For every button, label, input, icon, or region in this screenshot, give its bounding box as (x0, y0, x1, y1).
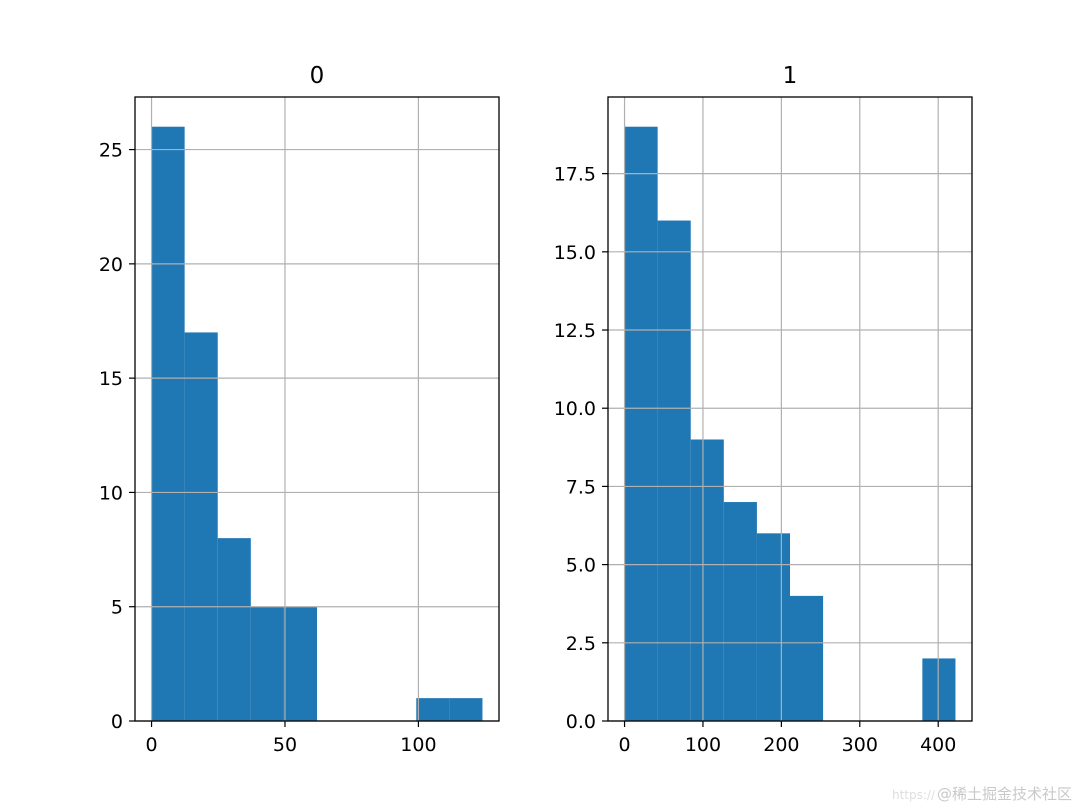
subplot-1-title: 1 (783, 63, 798, 89)
subplot-0-y-tick-label-4: 20 (99, 254, 123, 276)
subplot-1-bar-3 (723, 502, 757, 721)
subplot-1-x-tick-label-4: 400 (920, 734, 956, 756)
subplot-1-x-tick-label-2: 200 (763, 734, 799, 756)
subplot-0-x-tick-label-1: 50 (273, 734, 297, 756)
subplot-0-bar-3 (250, 606, 284, 721)
subplot-1-bar-4 (756, 533, 790, 721)
subplot-0-x-tick-label-2: 100 (400, 734, 436, 756)
subplot-1-y-tick-label-3: 7.5 (566, 476, 596, 498)
subplot-0-bar-8 (416, 698, 450, 721)
subplot-0-y-tick-label-0: 0 (111, 711, 123, 733)
subplot-0-bar-2 (217, 538, 251, 721)
subplot-0-title: 0 (310, 63, 325, 89)
subplot-0-bar-9 (449, 698, 483, 721)
subplot-1: 0 100 200 300 400 0.0 2.5 5.0 7.5 10.0 12.5 15.0 17.… (554, 63, 973, 756)
subplot-0-bar-4 (283, 606, 317, 721)
subplot-0-bar-0 (151, 126, 185, 721)
subplot-1-y-tick-label-1: 2.5 (566, 633, 596, 655)
watermark-text: @稀土掘金技术社区 (936, 785, 1072, 803)
subplot-0: 0 50 100 0 5 10 15 20 25 0 (99, 63, 500, 756)
subplot-0-y-tick-label-3: 15 (99, 368, 123, 390)
watermark: https://@稀土掘金技术社区 (892, 783, 1072, 804)
subplot-1-bar-9 (922, 658, 956, 721)
subplot-1-y-tick-label-4: 10.0 (554, 398, 596, 420)
subplot-0-x-tick-label-0: 0 (145, 734, 157, 756)
subplot-1-y-tick-label-6: 15.0 (554, 242, 596, 264)
subplot-1-bar-0 (624, 126, 658, 721)
subplot-1-bar-5 (790, 595, 824, 721)
subplot-1-axes-frame (607, 96, 973, 722)
subplot-1-x-tick-label-3: 300 (842, 734, 878, 756)
watermark-prefix: https:// (891, 788, 935, 802)
subplot-1-y-tick-label-7: 17.5 (554, 164, 596, 186)
subplot-1-y-tick-label-5: 12.5 (554, 320, 596, 342)
subplot-0-y-tick-label-2: 10 (99, 482, 123, 504)
subplot-1-y-tick-label-2: 5.0 (566, 555, 596, 577)
subplot-1-x-tick-label-0: 0 (618, 734, 630, 756)
subplot-1-bar-2 (690, 439, 724, 721)
subplot-0-y-tick-label-1: 5 (111, 597, 123, 619)
subplot-1-x-tick-label-1: 100 (685, 734, 721, 756)
subplot-0-bar-1 (184, 332, 218, 721)
subplot-0-y-tick-label-5: 25 (99, 140, 123, 162)
subplot-1-y-tick-label-0: 0.0 (566, 711, 596, 733)
subplot-0-axes-frame (134, 96, 500, 722)
subplot-1-bar-1 (657, 220, 691, 721)
